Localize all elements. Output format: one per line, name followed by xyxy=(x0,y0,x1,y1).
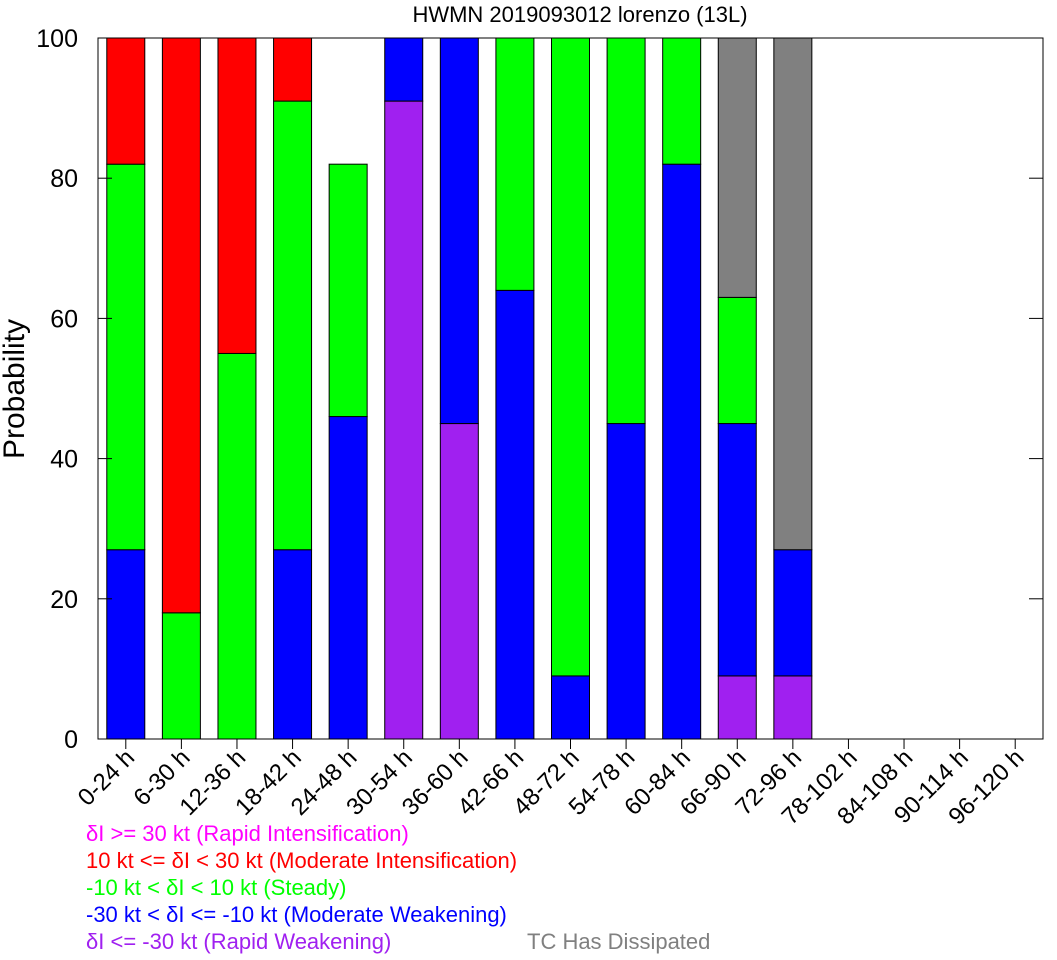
bar-segment-54-78-h-10-kt-i-10-kt-steady xyxy=(606,37,646,425)
bar-segment-48-72-h-10-kt-i-10-kt-steady xyxy=(551,37,590,677)
bar-segment-18-42-h-10-kt-i-30-kt-moderate-intensification xyxy=(273,37,313,102)
bar-segment-60-84-h-10-kt-i-10-kt-steady xyxy=(662,37,702,165)
y-tick-label-80: 80 xyxy=(50,165,78,193)
chart-title: HWMN 2019093012 lorenzo (13L) xyxy=(412,2,747,27)
y-tick-label-0: 0 xyxy=(64,726,78,754)
legend-rapid-intensification: δI >= 30 kt (Rapid Intensification) xyxy=(86,821,409,846)
y-axis-label: Probability xyxy=(0,319,31,459)
bar-segment-24-48-h-10-kt-i-10-kt-steady xyxy=(328,163,368,418)
bar-segment-0-24-h-10-kt-i-30-kt-moderate-intensification xyxy=(106,37,146,165)
bar-segment-48-72-h-30-kt-i-10-kt-moderate-weakening xyxy=(551,675,590,740)
x-tick-label-0-24-h: 0-24 h xyxy=(73,744,140,811)
bar-segment-0-24-h-30-kt-i-10-kt-moderate-weakening xyxy=(106,549,146,740)
bar-segment-72-96-h-30-kt-i-10-kt-moderate-weakening xyxy=(773,549,813,677)
bar-segment-0-24-h-10-kt-i-10-kt-steady xyxy=(106,163,146,551)
bars-layer xyxy=(106,37,1035,740)
legend-moderate-intensification: 10 kt <= δI < 30 kt (Moderate Intensific… xyxy=(86,848,518,873)
bar-segment-24-48-h-30-kt-i-10-kt-moderate-weakening xyxy=(328,416,368,740)
bar-segment-66-90-h-tc-has-dissipated xyxy=(717,37,757,298)
legend-rapid-weakening: δI <= -30 kt (Rapid Weakening) xyxy=(86,929,392,954)
bar-segment-6-30-h-10-kt-i-10-kt-steady xyxy=(161,612,201,740)
bar-segment-54-78-h-30-kt-i-10-kt-moderate-weakening xyxy=(606,423,646,740)
y-tick-label-20: 20 xyxy=(50,586,78,614)
y-tick-label-40: 40 xyxy=(50,446,78,474)
bar-segment-42-66-h-30-kt-i-10-kt-moderate-weakening xyxy=(495,289,535,740)
bar-segment-42-66-h-10-kt-i-10-kt-steady xyxy=(495,37,535,291)
legend-tc-dissipated: TC Has Dissipated xyxy=(527,929,711,954)
bar-segment-12-36-h-10-kt-i-10-kt-steady xyxy=(217,352,257,740)
bar-segment-12-36-h-10-kt-i-30-kt-moderate-intensification xyxy=(217,37,257,354)
bar-segment-72-96-h-tc-has-dissipated xyxy=(773,37,813,551)
bar-segment-36-60-h-i-30-kt-rapid-weakening xyxy=(439,423,479,740)
legend-steady: -10 kt < δI < 10 kt (Steady) xyxy=(86,875,347,900)
bar-segment-30-54-h-30-kt-i-10-kt-moderate-weakening xyxy=(384,37,424,102)
bar-segment-66-90-h-10-kt-i-10-kt-steady xyxy=(717,296,757,425)
bar-segment-66-90-h-i-30-kt-rapid-weakening xyxy=(717,675,757,740)
bar-segment-72-96-h-i-30-kt-rapid-weakening xyxy=(773,675,813,740)
y-tick-label-100: 100 xyxy=(36,25,78,53)
bar-segment-30-54-h-i-30-kt-rapid-weakening xyxy=(384,100,424,740)
bar-segment-60-84-h-30-kt-i-10-kt-moderate-weakening xyxy=(662,163,702,740)
legend-moderate-weakening: -30 kt < δI <= -10 kt (Moderate Weakenin… xyxy=(86,902,507,927)
bar-segment-6-30-h-10-kt-i-30-kt-moderate-intensification xyxy=(161,37,201,614)
y-tick-label-60: 60 xyxy=(50,305,78,333)
bar-segment-66-90-h-30-kt-i-10-kt-moderate-weakening xyxy=(717,423,757,677)
bar-segment-18-42-h-30-kt-i-10-kt-moderate-weakening xyxy=(273,549,313,740)
bar-segment-36-60-h-30-kt-i-10-kt-moderate-weakening xyxy=(439,37,479,425)
bar-segment-18-42-h-10-kt-i-10-kt-steady xyxy=(273,100,313,551)
